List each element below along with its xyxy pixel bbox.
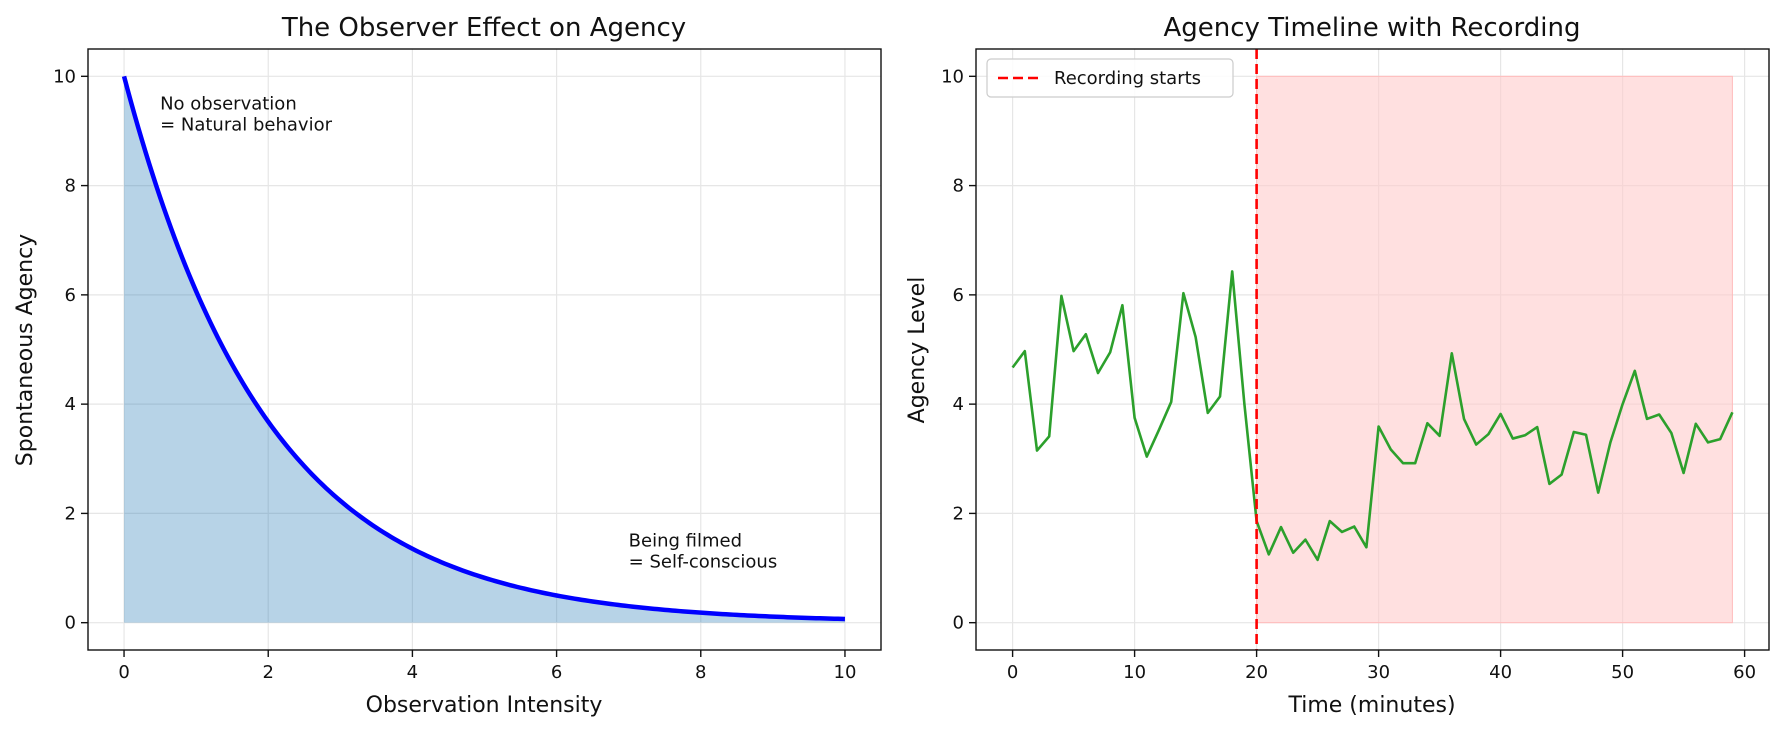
left-y-tick-label: 8 — [65, 176, 76, 197]
right-y-tick-label: 10 — [941, 66, 964, 87]
left-annotation-line: = Natural behavior — [160, 115, 333, 136]
left-y-tick-label: 4 — [65, 394, 76, 415]
left-y-tick-label: 6 — [65, 285, 76, 306]
left-x-tick-label: 0 — [118, 662, 129, 683]
right-chart-title: Agency Timeline with Recording — [1164, 13, 1581, 43]
left-x-tick-label: 6 — [551, 662, 562, 683]
left-y-axis-label: Spontaneous Agency — [13, 234, 38, 466]
right-x-tick-label: 0 — [1007, 662, 1018, 683]
right-x-tick-label: 30 — [1367, 662, 1390, 683]
left-annotation-line: Being filmed — [629, 531, 742, 552]
right-x-tick-label: 10 — [1123, 662, 1146, 683]
left-x-tick-label: 4 — [407, 662, 418, 683]
left-annotation-line: No observation — [160, 94, 297, 115]
right-y-tick-label: 6 — [953, 285, 964, 306]
right-y-tick-label: 2 — [953, 503, 964, 524]
recording-shaded-region — [1256, 75, 1733, 624]
legend-label: Recording starts — [1054, 68, 1201, 89]
right-x-tick-label: 20 — [1245, 662, 1268, 683]
left-chart-title: The Observer Effect on Agency — [281, 13, 686, 43]
left-annotation-line: = Self-conscious — [629, 552, 778, 573]
left-x-tick-label: 8 — [695, 662, 706, 683]
left-chart: 0 2 4 6 8 10 0 2 4 6 8 10 The Observer Effect on Ag… — [13, 13, 882, 718]
left-x-tick-label: 2 — [263, 662, 274, 683]
right-x-tick-label: 60 — [1733, 662, 1756, 683]
left-annotation-0: No observation = Natural behavior — [160, 94, 333, 136]
left-y-tick-label: 0 — [65, 613, 76, 634]
left-ticks: 0 2 4 6 8 10 0 2 4 6 8 10 — [53, 66, 856, 683]
right-x-tick-label: 40 — [1489, 662, 1512, 683]
right-y-tick-label: 4 — [953, 394, 964, 415]
right-y-tick-label: 0 — [953, 613, 964, 634]
left-plot-frame — [87, 48, 882, 651]
left-annotation-1: Being filmed = Self-conscious — [629, 531, 778, 573]
right-ticks: 0 10 20 30 40 50 60 0 2 4 6 8 10 — [941, 66, 1756, 683]
left-grid — [88, 49, 881, 650]
legend: Recording starts — [986, 58, 1234, 98]
right-y-axis-label: Agency Level — [905, 277, 930, 424]
right-x-tick-label: 50 — [1611, 662, 1634, 683]
left-area-fill — [124, 76, 845, 623]
right-x-axis-label: Time (minutes) — [1287, 693, 1455, 718]
agency-line — [1011, 270, 1734, 562]
right-plot-frame — [975, 48, 1770, 651]
right-y-tick-label: 8 — [953, 176, 964, 197]
left-annotations: No observation = Natural behavior Being fi… — [160, 94, 777, 573]
left-x-axis-label: Observation Intensity — [366, 693, 603, 718]
left-y-tick-label: 2 — [65, 503, 76, 524]
left-curve — [121, 75, 846, 622]
right-chart: 0 10 20 30 40 50 60 0 2 4 6 8 10 Agency Timeline wit… — [905, 13, 1770, 718]
legend-box — [986, 58, 1234, 98]
left-x-tick-label: 10 — [834, 662, 857, 683]
left-y-tick-label: 10 — [53, 66, 76, 87]
